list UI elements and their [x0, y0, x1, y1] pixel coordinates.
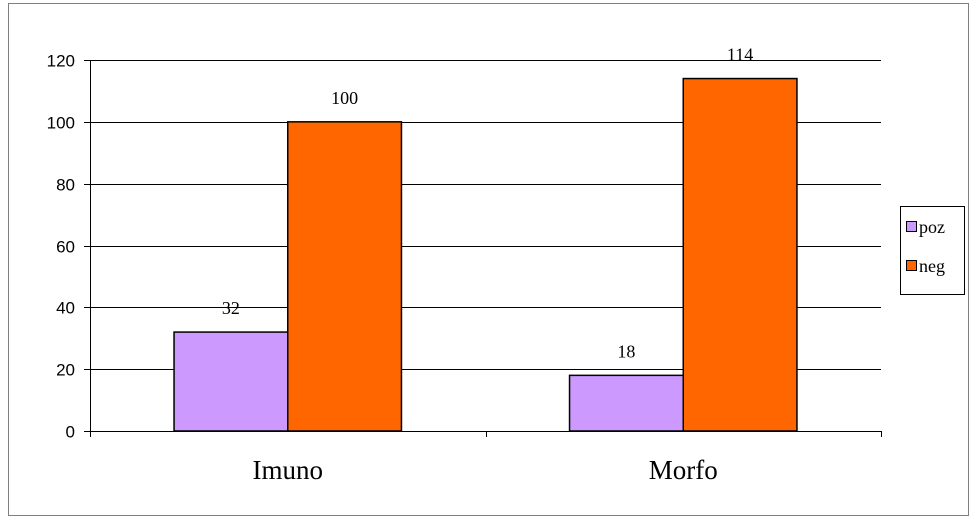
bars	[173, 77, 798, 432]
y-tick-label: 40	[56, 299, 75, 318]
bar-poz-imuno	[173, 331, 289, 432]
data-label: 18	[617, 341, 635, 361]
bar-neg-imuno	[287, 121, 403, 432]
y-tick-label: 120	[47, 52, 75, 71]
data-label: 114	[727, 45, 753, 65]
chart-frame	[8, 3, 969, 516]
bar-neg-morfo	[682, 77, 798, 432]
labels: 0 20 40 60 80 100 120 32 100 Imuno 18 114 Morfo	[47, 45, 754, 485]
legend-label-neg: neg	[919, 256, 945, 276]
x-category-label: Imuno	[253, 455, 324, 485]
axes	[84, 60, 882, 437]
legend-swatch-neg	[906, 260, 917, 271]
y-tick-label: 20	[56, 361, 75, 380]
bar-poz-morfo	[568, 374, 685, 432]
legend: poz neg	[900, 206, 965, 295]
data-label: 32	[222, 298, 240, 318]
y-tick-label: 100	[47, 114, 75, 133]
y-tick-label: 0	[66, 423, 75, 442]
x-category-label: Morfo	[649, 455, 718, 485]
legend-label-poz: poz	[919, 217, 945, 237]
y-tick-label: 80	[56, 176, 75, 195]
legend-swatch-poz	[906, 221, 917, 232]
data-label: 100	[331, 88, 358, 108]
y-tick-label: 60	[56, 238, 75, 257]
